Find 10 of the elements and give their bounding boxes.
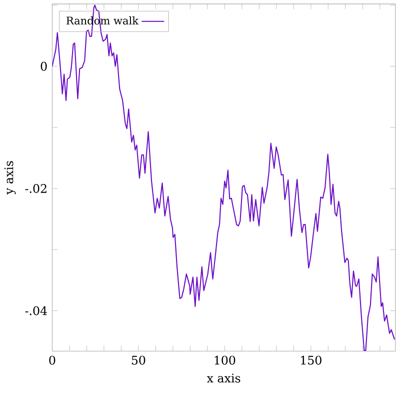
x-tick-label: 50 bbox=[132, 355, 146, 364]
y-tick-label: 0 bbox=[40, 62, 47, 71]
x-axis-title: x axis bbox=[206, 373, 240, 382]
x-tick-label: 0 bbox=[49, 355, 56, 364]
line-series bbox=[52, 4, 396, 351]
x-tick-label: 100 bbox=[214, 355, 236, 364]
y-axis-title: y axis bbox=[4, 160, 16, 194]
y-tick-label: -.02 bbox=[25, 184, 46, 193]
x-tick-label: 150 bbox=[301, 355, 322, 364]
y-tick-label: -.04 bbox=[25, 306, 47, 315]
